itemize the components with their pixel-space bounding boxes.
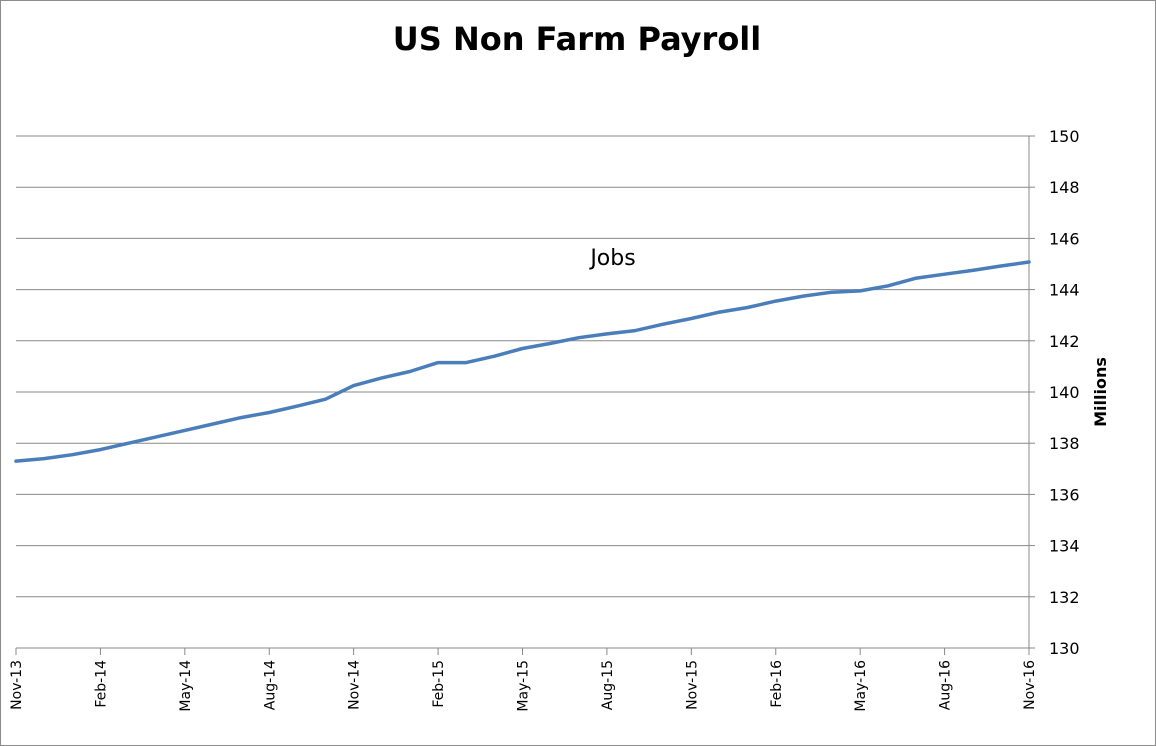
x-tick-label: Nov-14	[347, 660, 363, 710]
x-tick-label: Nov-15	[684, 660, 700, 710]
x-tick-label: Nov-16	[1022, 660, 1038, 710]
y-axis-label: Millions	[1091, 357, 1110, 427]
y-tick-label: 142	[1049, 332, 1080, 351]
x-tick-label: May-14	[178, 660, 194, 712]
y-tick-label: 150	[1049, 127, 1080, 146]
y-tick-label: 134	[1049, 537, 1080, 556]
y-tick-label: 146	[1049, 229, 1080, 248]
x-tick-label: Aug-16	[938, 660, 954, 710]
chart-title: US Non Farm Payroll	[392, 20, 762, 58]
axes	[15, 135, 1035, 655]
y-tick-label: 132	[1049, 588, 1080, 607]
x-tick-label: Nov-13	[9, 660, 25, 710]
x-tick-label: Feb-15	[431, 660, 447, 708]
y-tick-label: 140	[1049, 383, 1080, 402]
x-tick-label: May-16	[853, 660, 869, 712]
series-layer	[14, 260, 1031, 463]
x-tick-label: Feb-14	[93, 660, 109, 708]
y-tick-label: 138	[1049, 434, 1080, 453]
x-tick-label: May-15	[516, 660, 532, 712]
y-tick-labels: 130 132 134 136 138 140 142 144 146 148 150	[1049, 127, 1080, 658]
y-tick-label: 136	[1049, 485, 1080, 504]
grid-lines	[16, 135, 1029, 598]
x-tick-label: Aug-14	[262, 660, 278, 710]
series-line-jobs	[14, 260, 1031, 463]
series-annotation: Jobs	[588, 246, 635, 271]
y-tick-label: 144	[1049, 281, 1080, 300]
x-tick-label: Feb-16	[769, 660, 785, 708]
y-tick-label: 130	[1049, 639, 1080, 658]
y-tick-label: 148	[1049, 178, 1080, 197]
x-tick-labels: Nov-13 Feb-14 May-14 Aug-14 Nov-14 Feb-15 May-…	[9, 660, 1038, 712]
x-tick-label: Aug-15	[600, 660, 616, 710]
